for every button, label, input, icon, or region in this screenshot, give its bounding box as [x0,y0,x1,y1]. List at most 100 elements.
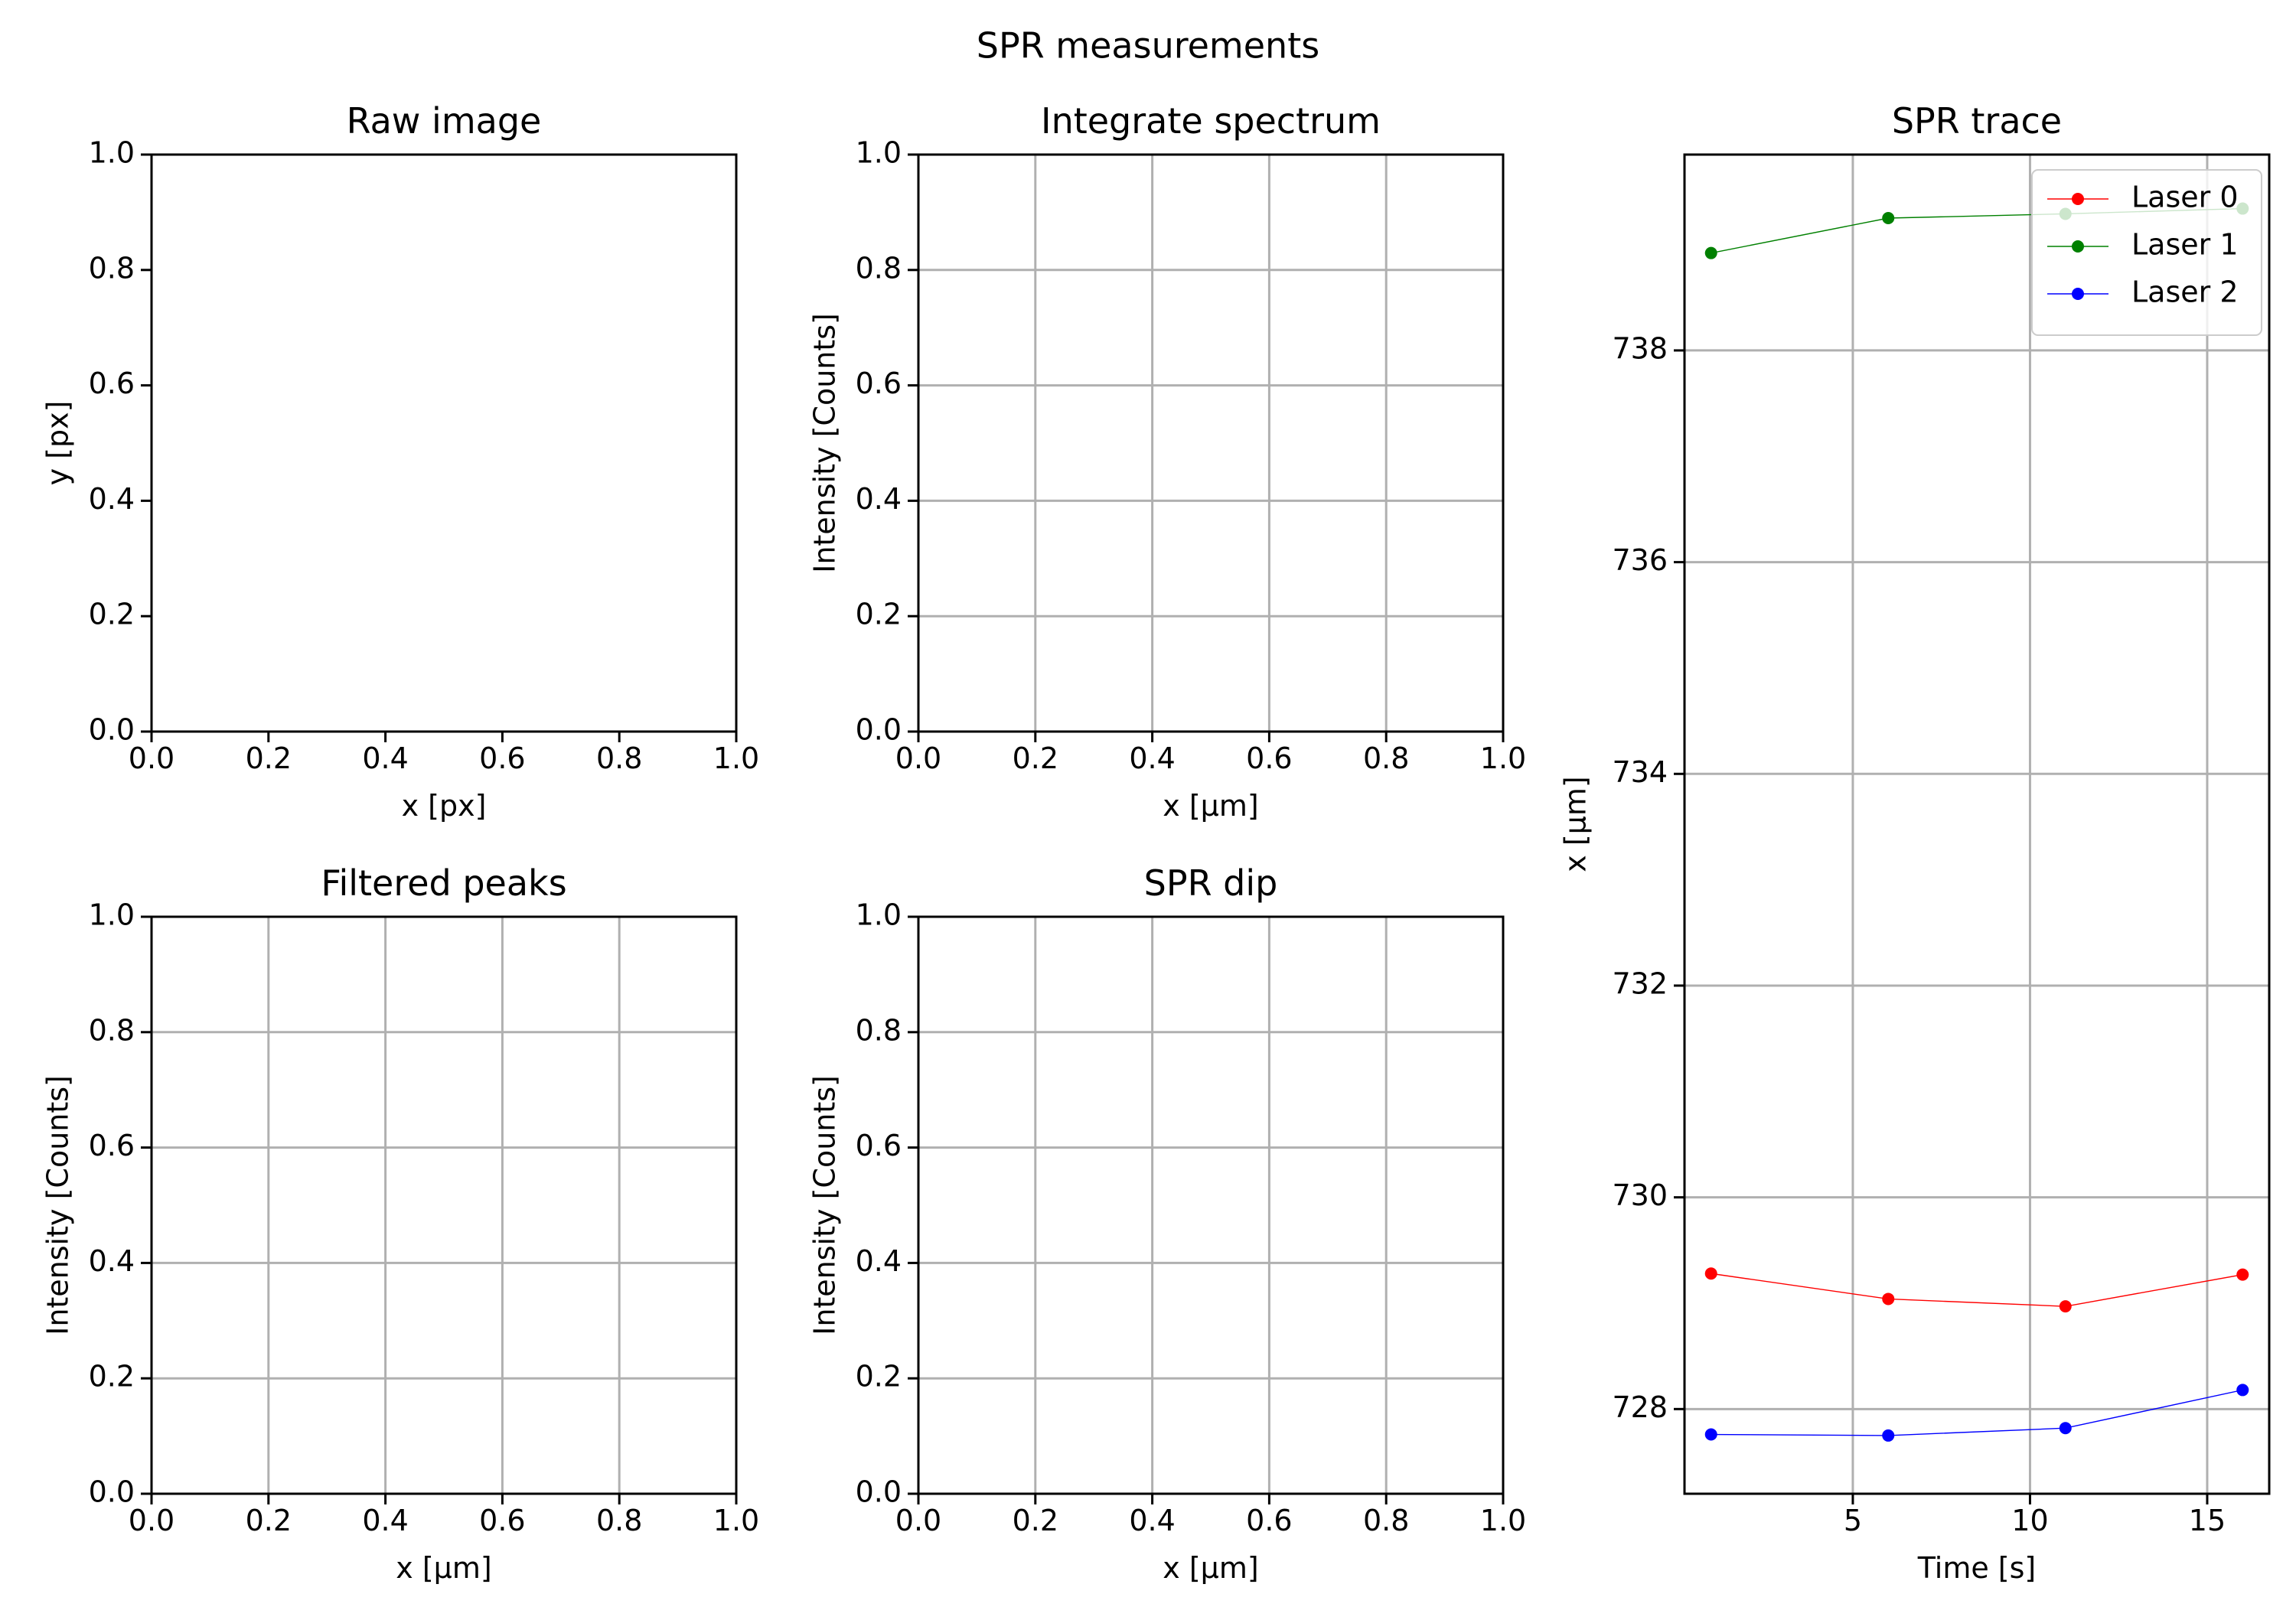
series-line-laser-2 [1711,1389,2243,1436]
data-point-laser-2 [2059,1422,2072,1435]
legend-marker-laser-1 [2072,240,2084,253]
x-tick-label: 0.2 [246,742,292,775]
axes-frame [150,915,738,1495]
y-axis-label: Intensity [Counts] [41,1075,75,1335]
y-tick-label: 0.6 [89,367,135,400]
y-tick-label: 0.6 [856,1129,902,1162]
x-tick-label: 0.0 [129,1504,174,1537]
x-tick-label: 0.2 [246,1504,292,1537]
y-tick-label: 0.0 [856,1475,902,1509]
x-tick-label: 0.0 [895,742,941,775]
x-axis-label: Time [s] [1917,1551,2037,1585]
x-tick-label: 5 [1844,1504,1862,1537]
y-tick-label: 1.0 [856,136,902,170]
y-tick-label: 1.0 [89,136,135,170]
y-tick-label: 0.4 [856,482,902,516]
panel-title: Filtered peaks [321,862,566,904]
y-tick-label: 736 [1612,543,1668,577]
x-tick-label: 1.0 [1480,1504,1526,1537]
y-axis-label: y [px] [41,401,75,486]
y-tick-label: 0.0 [856,713,902,747]
legend-marker-laser-0 [2072,193,2084,205]
axes-frame [1683,153,2271,1495]
data-point-laser-2 [1704,1428,1717,1441]
y-tick-label: 0.2 [856,1360,902,1393]
x-tick-label: 0.8 [596,742,642,775]
x-tick-label: 0.8 [1363,742,1409,775]
legend-label-laser-0: Laser 0 [2131,181,2239,214]
axes-frame [917,915,1505,1495]
x-tick-label: 0.4 [1129,1504,1175,1537]
x-tick-label: 0.2 [1013,742,1058,775]
y-tick-label: 0.2 [89,1360,135,1393]
x-tick-label: 0.6 [1246,742,1292,775]
y-tick-label: 728 [1612,1390,1668,1424]
x-tick-label: 0.6 [479,1504,525,1537]
data-point-laser-0 [1704,1267,1717,1280]
legend: Laser 0 Laser 1 Laser 2 [2031,169,2262,336]
y-tick-label: 734 [1612,755,1668,789]
y-tick-label: 0.6 [89,1129,135,1162]
data-point-laser-2 [1882,1429,1895,1442]
legend-label-laser-1: Laser 1 [2131,228,2239,262]
panel-spr-dip: 0.0 0.2 0.4 0.6 0.8 1.0 0.0 0.2 0.4 0.6 0.8 1.0 SPR … [808,862,1527,1585]
y-tick-label: 0.8 [89,1013,135,1047]
x-tick-label: 10 [2011,1504,2048,1537]
series-line-laser-0 [1711,1273,2243,1307]
panel-title: SPR trace [1892,100,2062,142]
x-tick-label: 0.8 [1363,1504,1409,1537]
figure-title: SPR measurements [977,25,1319,67]
panel-filtered-peaks: 0.0 0.2 0.4 0.6 0.8 1.0 0.0 0.2 0.4 0.6 0.8 1.0 Filt… [41,862,760,1585]
data-point-laser-1 [1882,212,1895,225]
axes-frame [917,153,1505,733]
y-tick-label: 0.4 [89,1244,135,1278]
y-tick-label: 0.2 [856,598,902,631]
y-tick-label: 1.0 [856,898,902,932]
x-tick-label: 1.0 [713,742,759,775]
panel-title: SPR dip [1144,862,1278,904]
y-tick-label: 0.2 [89,598,135,631]
data-point-laser-0 [2059,1300,2072,1313]
x-tick-label: 15 [2189,1504,2226,1537]
x-axis-label: x [μm] [396,1551,491,1585]
y-tick-label: 0.0 [89,1475,135,1509]
y-tick-label: 0.0 [89,713,135,747]
y-tick-label: 738 [1612,331,1668,365]
y-tick-label: 730 [1612,1178,1668,1212]
axes-frame [150,153,738,733]
y-tick-label: 0.4 [856,1244,902,1278]
x-tick-label: 0.4 [362,1504,408,1537]
y-tick-label: 0.4 [89,482,135,516]
panel-title: Integrate spectrum [1041,100,1381,142]
y-tick-label: 0.8 [856,1013,902,1047]
panel-title: Raw image [347,100,542,142]
x-axis-label: x [μm] [1163,1551,1258,1585]
x-tick-label: 0.6 [1246,1504,1292,1537]
y-axis-label: Intensity [Counts] [808,1075,842,1335]
y-tick-label: 0.8 [89,251,135,285]
x-tick-label: 0.0 [895,1504,941,1537]
x-tick-label: 0.0 [129,742,174,775]
data-point-laser-2 [2236,1384,2249,1397]
x-tick-label: 0.8 [596,1504,642,1537]
x-axis-label: x [px] [402,789,487,823]
x-tick-label: 0.6 [479,742,525,775]
legend-marker-laser-2 [2072,288,2084,300]
x-tick-label: 0.4 [362,742,408,775]
panel-spr-trace: 5 10 15 728 730 732 734 736 738 SPR trace Time [s]… [1559,100,2271,1585]
x-axis-label: x [μm] [1163,789,1258,823]
y-tick-label: 732 [1612,966,1668,1000]
x-tick-label: 1.0 [713,1504,759,1537]
y-axis-label: Intensity [Counts] [808,313,842,573]
data-point-laser-1 [1704,246,1717,259]
y-tick-label: 0.8 [856,251,902,285]
y-axis-label: x [μm] [1559,776,1593,872]
x-tick-label: 1.0 [1480,742,1526,775]
panel-integrate-spectrum: 0.0 0.2 0.4 0.6 0.8 1.0 0.0 0.2 0.4 0.6 0.8 1.0 Inte… [808,100,1527,823]
x-tick-label: 0.4 [1129,742,1175,775]
data-point-laser-0 [2236,1268,2249,1281]
panel-raw-image: 0.0 0.2 0.4 0.6 0.8 1.0 0.0 0.2 0.4 0.6 0.8 1.0 Raw … [41,100,760,823]
legend-label-laser-2: Laser 2 [2131,275,2239,309]
y-tick-label: 0.6 [856,367,902,400]
x-tick-label: 0.2 [1013,1504,1058,1537]
